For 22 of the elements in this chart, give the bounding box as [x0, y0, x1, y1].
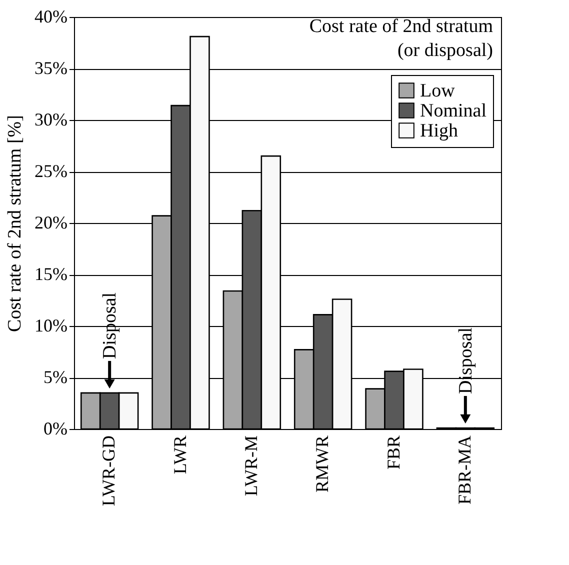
y-tick-label: 10% [34, 316, 68, 336]
y-tick-label: 30% [34, 110, 68, 130]
y-tick-label: 15% [34, 264, 68, 284]
x-tick-label: LWR-GD [98, 436, 119, 506]
annotation: Disposal [100, 292, 121, 359]
annotation: Disposal [455, 327, 476, 394]
legend-label: Nominal [420, 100, 486, 122]
x-tick-label: FBR [383, 436, 404, 470]
y-tick-label: 20% [34, 212, 68, 232]
y-tick-label: 25% [34, 161, 68, 181]
y-tick-label: 40% [34, 6, 68, 26]
y-axis-title: Cost rate of 2nd stratum [%] [4, 115, 26, 332]
x-tick-label: LWR-M [240, 436, 261, 496]
y-tick-label: 5% [44, 367, 68, 387]
legend-label: High [420, 120, 458, 142]
x-tick-label: LWR [170, 436, 190, 474]
legend-label: Low [420, 80, 456, 102]
x-tick-label: FBR-MA [454, 436, 474, 505]
y-tick-label: 35% [34, 58, 68, 78]
y-tick-label: 0% [44, 418, 68, 438]
x-tick-label: RMWR [312, 436, 332, 493]
text: Cost rate of 2nd stratum (or disposal) [309, 16, 494, 61]
